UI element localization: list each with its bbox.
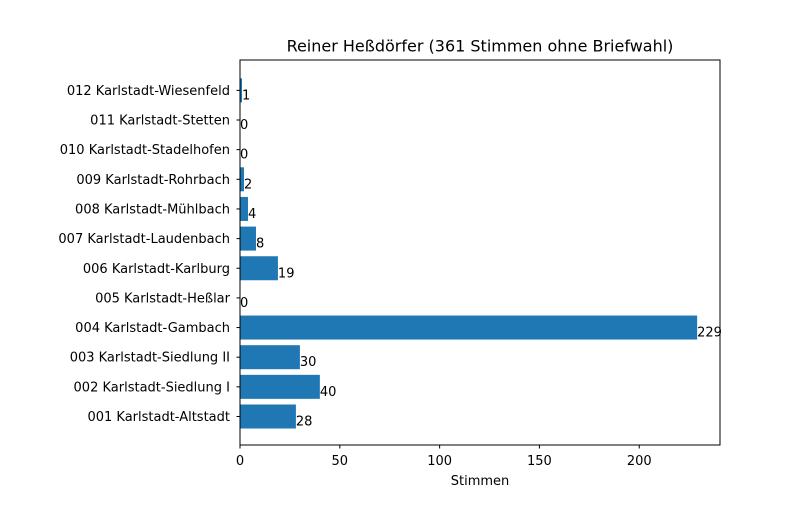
y-tick-label: 004 Karlstadt-Gambach (75, 321, 230, 336)
data-label: 1 (242, 88, 250, 103)
y-tick-label: 001 Karlstadt-Altstadt (87, 410, 230, 425)
y-axis-ticks: 001 Karlstadt-Altstadt 002 Karlstadt-Sied… (58, 84, 240, 425)
y-tick-label: 007 Karlstadt-Laudenbach (58, 232, 230, 247)
y-tick-label: 005 Karlstadt-Heßlar (95, 291, 231, 306)
data-label: 8 (256, 237, 264, 252)
x-tick-label: 150 (527, 454, 552, 469)
x-tick-label: 200 (627, 454, 652, 469)
plot-area (240, 60, 720, 445)
y-tick-label: 009 Karlstadt-Rohrbach (76, 173, 230, 188)
data-label: 28 (296, 415, 313, 430)
x-tick-label: 50 (332, 454, 349, 469)
data-label: 2 (244, 177, 252, 192)
data-label: 0 (240, 118, 248, 133)
x-tick-label: 100 (427, 454, 452, 469)
y-tick-label: 011 Karlstadt-Stetten (90, 114, 230, 129)
x-tick-label: 0 (236, 454, 244, 469)
y-tick-label: 008 Karlstadt-Mühlbach (75, 202, 230, 217)
bar (240, 226, 256, 251)
y-tick-label: 006 Karlstadt-Karlburg (83, 262, 230, 277)
data-label: 19 (278, 266, 295, 281)
y-tick-label: 002 Karlstadt-Siedlung I (74, 380, 230, 395)
bar (240, 345, 300, 370)
bar (240, 404, 296, 429)
bar (240, 167, 244, 192)
x-axis-label: Stimmen (451, 474, 510, 489)
y-tick-label: 003 Karlstadt-Siedlung II (70, 351, 230, 366)
bar (240, 315, 698, 340)
bar (240, 196, 248, 221)
data-label: 229 (697, 326, 722, 341)
x-axis-ticks: 0 50 100 150 200 (236, 445, 652, 469)
plot-frame (239, 59, 721, 446)
data-label: 0 (240, 148, 248, 163)
bar (240, 78, 242, 103)
y-tick-label: 010 Karlstadt-Stadelhofen (60, 143, 230, 158)
chart-title: Reiner Heßdörfer (361 Stimmen ohne Brief… (287, 37, 674, 56)
bar (240, 256, 278, 281)
data-label: 30 (300, 355, 317, 370)
data-label: 40 (320, 385, 337, 400)
data-label: 0 (240, 296, 248, 311)
bars-layer (240, 78, 698, 429)
data-label: 4 (248, 207, 256, 222)
y-tick-label: 012 Karlstadt-Wiesenfeld (67, 84, 230, 99)
bar (240, 374, 320, 399)
